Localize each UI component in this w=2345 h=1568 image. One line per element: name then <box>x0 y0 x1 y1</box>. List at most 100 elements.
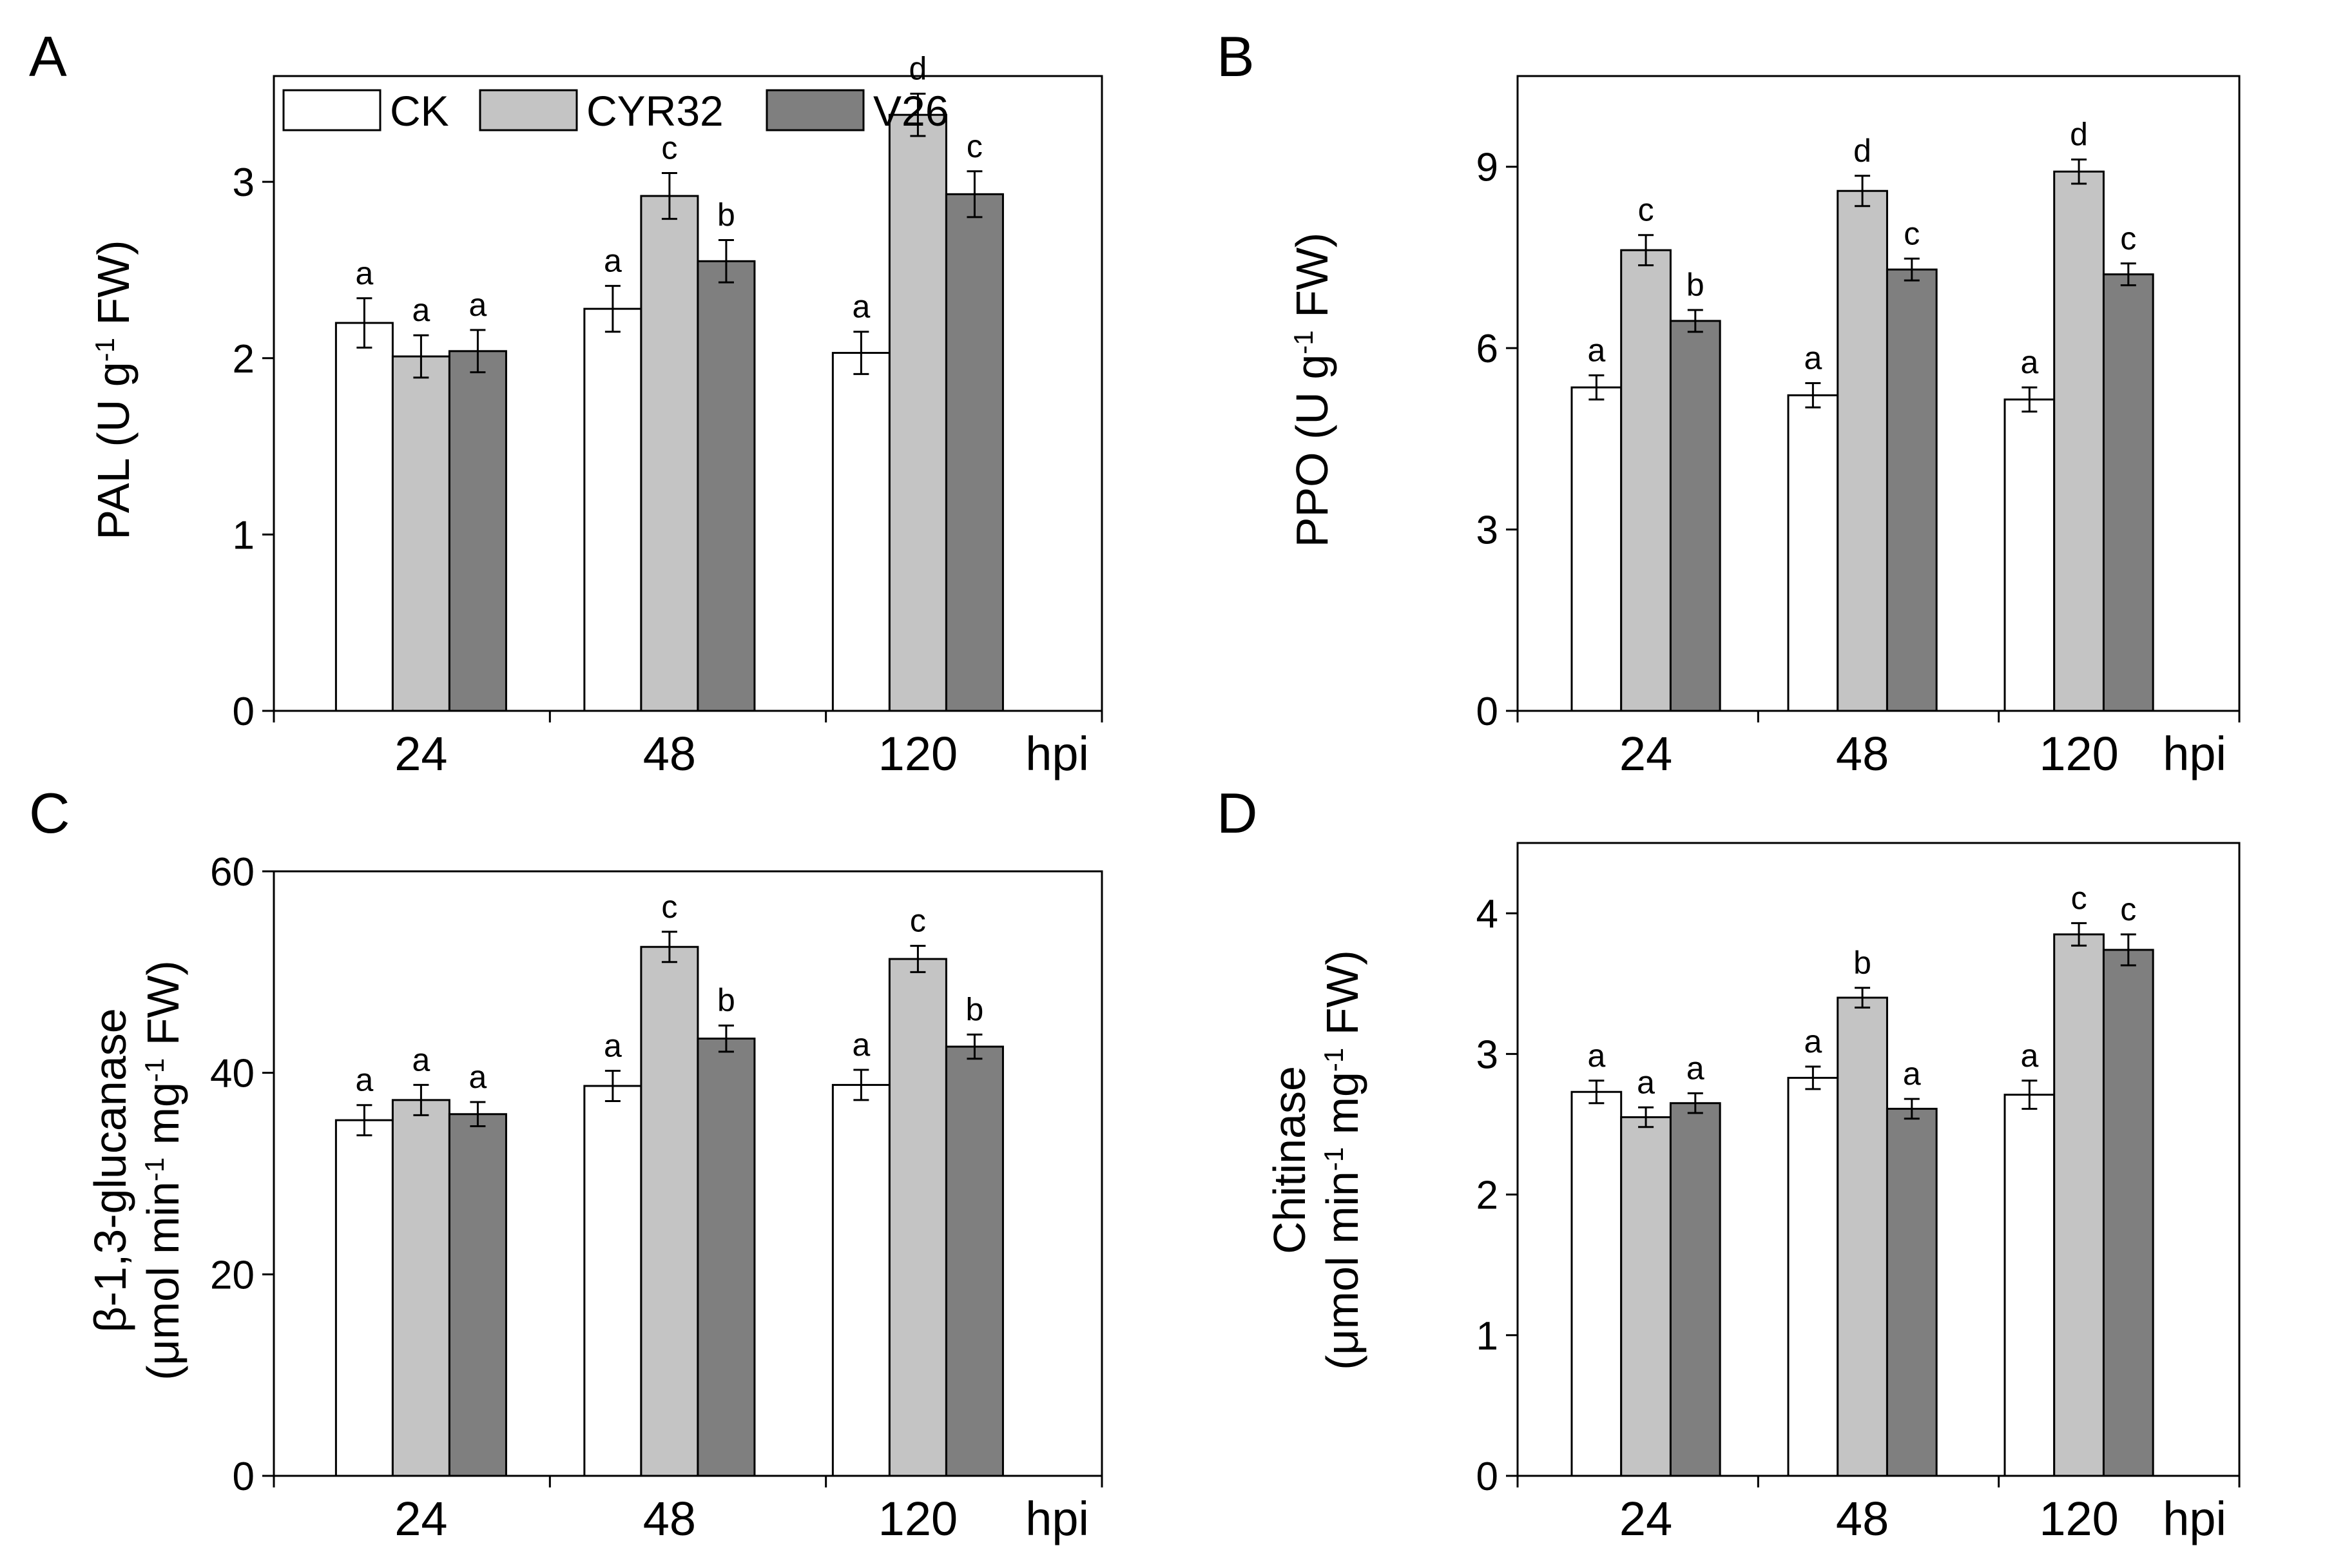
significance-letter: b <box>966 991 984 1027</box>
significance-letter: a <box>2020 1038 2038 1074</box>
bar-cyr32-48 <box>1837 996 1888 1477</box>
y-axis-label-superscript: -1 <box>1318 1048 1349 1072</box>
error-bar <box>1855 175 1871 208</box>
y-tick-label: 9 <box>1476 146 1498 190</box>
panel-c: C 0 20 40 60 a a a a c c a b b 24 48 120 hpi β-1,3-glucana… <box>29 781 1103 1545</box>
bar-ck-120 <box>831 352 891 712</box>
panel-letter: B <box>1217 24 1255 88</box>
significance-letter: c <box>661 130 677 166</box>
significance-letter: c <box>2120 891 2136 927</box>
significance-letter: c <box>1904 215 1920 251</box>
significance-letter: b <box>1853 945 1871 981</box>
bar-ck-120 <box>2003 1094 2056 1477</box>
bar-v26-24 <box>1669 320 1721 712</box>
bar-ck-24 <box>334 322 394 712</box>
error-bar <box>470 329 486 374</box>
error-bar <box>661 931 677 963</box>
x-tick-label: 120 <box>2039 727 2118 780</box>
error-bar <box>967 170 983 218</box>
error-bar <box>604 285 621 333</box>
error-bar <box>718 1024 734 1053</box>
bar-ck-120 <box>2003 398 2056 712</box>
significance-letter: a <box>1637 1064 1655 1100</box>
error-bar <box>1588 374 1605 401</box>
error-bar <box>967 1033 983 1060</box>
y-tick-label: 3 <box>1476 508 1498 553</box>
error-bar <box>604 1070 621 1102</box>
bar-cyr32-24 <box>391 1099 450 1477</box>
error-bar <box>1904 1098 1920 1120</box>
y-axis-label: Chitinase(μmol min-1 mg-1 FW) <box>1264 950 1367 1370</box>
y-axis-label-text: FW) <box>1317 950 1367 1048</box>
bar-ck-24 <box>1570 1090 1623 1477</box>
y-tick-label: 0 <box>1476 690 1498 734</box>
x-tick-label: 24 <box>1619 1492 1672 1545</box>
bar-v26-24 <box>448 350 507 712</box>
error-bar <box>2120 933 2136 967</box>
bar-v26-120 <box>945 1045 1004 1477</box>
legend-label-v26: V26 <box>873 87 949 135</box>
significance-letter: a <box>852 289 870 325</box>
significance-letter: a <box>412 1041 430 1078</box>
panel-letter: D <box>1217 781 1258 845</box>
bar-v26-48 <box>697 260 756 712</box>
x-tick-label: 24 <box>1619 727 1672 780</box>
y-axis-label-line1: Chitinase <box>1264 1066 1315 1254</box>
significance-letter: a <box>469 287 487 323</box>
legend: CK CYR32 V26 <box>282 87 949 135</box>
significance-letter: a <box>604 1028 622 1064</box>
y-axis-label-superscript: -1 <box>90 338 120 362</box>
bar-v26-24 <box>1669 1102 1721 1477</box>
bar-cyr32-120 <box>2053 933 2105 1477</box>
y-tick-label: 6 <box>1476 327 1498 371</box>
bar-v26-120 <box>945 193 1004 712</box>
y-axis-label-superscript: -1 <box>139 1157 169 1181</box>
y-tick-label: 0 <box>1476 1455 1498 1499</box>
error-bar <box>1687 309 1703 333</box>
significance-letter: c <box>2120 220 2136 256</box>
significance-letter: a <box>1686 1050 1704 1086</box>
bar-cyr32-120 <box>888 113 947 712</box>
bar-cyr32-48 <box>640 195 699 712</box>
error-bar <box>910 945 926 973</box>
error-bar <box>1588 1079 1605 1105</box>
significance-letter: a <box>1587 332 1605 368</box>
bar-ck-48 <box>583 1085 642 1477</box>
error-bar <box>2022 1079 2038 1110</box>
error-bar <box>2120 262 2136 287</box>
x-tick-label: 120 <box>878 727 958 780</box>
error-bar <box>1687 1092 1703 1114</box>
bar-cyr32-48 <box>640 945 699 1477</box>
y-tick-label: 0 <box>233 690 255 734</box>
y-axis-label-text: mg <box>1317 1072 1367 1147</box>
legend-swatch-ck <box>282 89 381 131</box>
error-bar <box>470 1101 486 1128</box>
significance-letter: c <box>661 889 677 925</box>
x-tick-label: 24 <box>394 727 447 780</box>
y-tick-label: 1 <box>233 513 255 557</box>
significance-letter: a <box>852 1027 870 1063</box>
y-tick-label: 2 <box>233 337 255 382</box>
significance-letter: b <box>717 197 735 233</box>
bar-ck-24 <box>1570 386 1623 712</box>
y-tick-label: 2 <box>1476 1174 1498 1218</box>
significance-letter: d <box>2070 116 2088 152</box>
significance-letter: a <box>469 1059 487 1095</box>
significance-letter: d <box>1853 133 1871 169</box>
x-tick-label: 48 <box>643 1492 696 1545</box>
panel-b: B 0 3 6 9 a a a c d d b c c 24 48 120 hpi PPO (U g-1 FW) <box>1217 24 2241 780</box>
y-axis-label-line2: (μmol min <box>1317 1171 1367 1370</box>
x-tick-label: 120 <box>2039 1492 2118 1545</box>
significance-letter: a <box>1804 340 1822 376</box>
bar-cyr32-24 <box>1620 1116 1672 1477</box>
y-axis-label-line1: β-1,3-glucanase <box>85 1008 135 1332</box>
error-bar <box>661 171 677 220</box>
y-tick-label: 20 <box>210 1253 255 1297</box>
y-axis-label-superscript: -1 <box>139 1058 169 1082</box>
y-axis-label: PAL (U g-1 FW) <box>88 240 139 539</box>
error-bar <box>1805 382 1821 409</box>
panel-a: A 0 1 2 3 a a a a c d a b c 24 48 120 hpi PAL (U g-1 FW) CK… <box>29 24 1103 780</box>
